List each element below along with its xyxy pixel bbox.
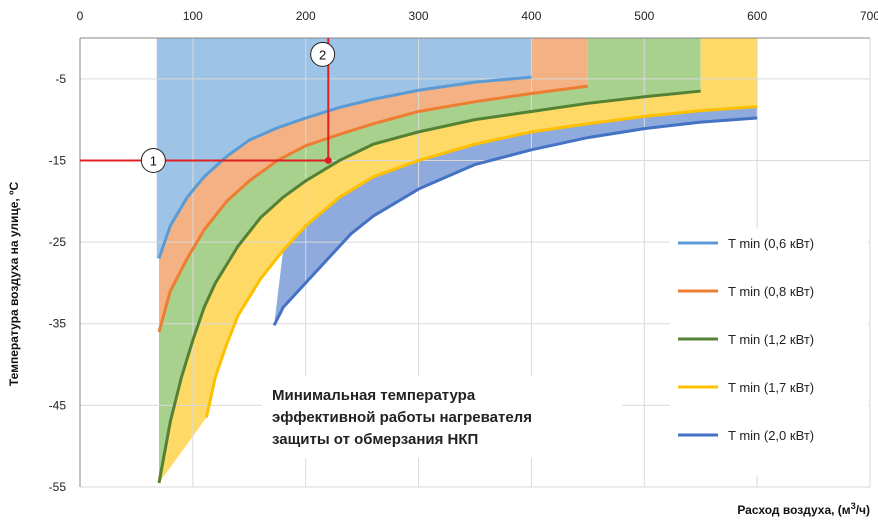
series-line xyxy=(204,105,758,418)
series-line xyxy=(272,116,758,327)
band-fill xyxy=(274,106,758,326)
x-tick-label: 700 xyxy=(860,9,878,23)
tick-labels: 0 100 200 300 400 500 600 700 -5 -15 -25 -35 -45 -55 xyxy=(49,9,878,494)
marker-circle xyxy=(310,41,336,67)
x-axis-title-main: Расход воздуха, (м xyxy=(737,503,850,517)
x-tick-label: 200 xyxy=(296,9,316,23)
annotation-line: эффективной работы нагревателя xyxy=(272,409,532,426)
example-point xyxy=(324,156,332,164)
band-fill xyxy=(156,38,532,259)
y-tick-label: -5 xyxy=(55,72,66,86)
example-lines: 12 xyxy=(80,38,336,173)
legend-label: T min (0,6 кВт) xyxy=(728,236,814,251)
legend-label: T min (2,0 кВт) xyxy=(728,428,814,443)
x-axis-title: Расход воздуха, (м3/ч) xyxy=(737,501,870,517)
marker-circle xyxy=(140,147,166,173)
annotation-box xyxy=(262,376,622,458)
y-tick-label: -15 xyxy=(49,153,67,167)
x-tick-label: 300 xyxy=(409,9,429,23)
annotation-line: защиты от обмерзания НКП xyxy=(272,431,478,448)
x-tick-label: 600 xyxy=(747,9,767,23)
y-tick-label: -35 xyxy=(49,317,67,331)
x-tick-label: 400 xyxy=(521,9,541,23)
x-tick-label: 0 xyxy=(77,9,84,23)
x-tick-label: 100 xyxy=(183,9,203,23)
band-fill xyxy=(159,38,701,483)
x-tick-label: 500 xyxy=(634,9,654,23)
y-tick-label: -25 xyxy=(49,235,67,249)
legend-label: T min (0,8 кВт) xyxy=(728,284,814,299)
series-line xyxy=(157,89,701,484)
legend-label: T min (1,2 кВт) xyxy=(728,332,814,347)
band-fill xyxy=(159,38,758,483)
x-axis-title-suffix: /ч) xyxy=(856,503,870,517)
y-tick-label: -55 xyxy=(49,480,67,494)
y-tick-label: -45 xyxy=(49,398,67,412)
series-line xyxy=(157,75,532,259)
annotation-line: Минимальная температура xyxy=(272,387,476,404)
legend-label: T min (1,7 кВт) xyxy=(728,380,814,395)
marker-label: 2 xyxy=(319,47,326,62)
marker-label: 1 xyxy=(150,153,157,168)
legend: T min (0,6 кВт) T min (0,8 кВт) T min (1,2… xyxy=(670,228,868,476)
series-line xyxy=(157,84,589,333)
x-axis-title-sup: 3 xyxy=(851,501,856,511)
series-lines xyxy=(157,75,758,484)
y-axis-title: Температура воздуха на улице, ºС xyxy=(7,182,21,387)
annotation: Минимальная температура эффективной работ… xyxy=(262,376,622,458)
